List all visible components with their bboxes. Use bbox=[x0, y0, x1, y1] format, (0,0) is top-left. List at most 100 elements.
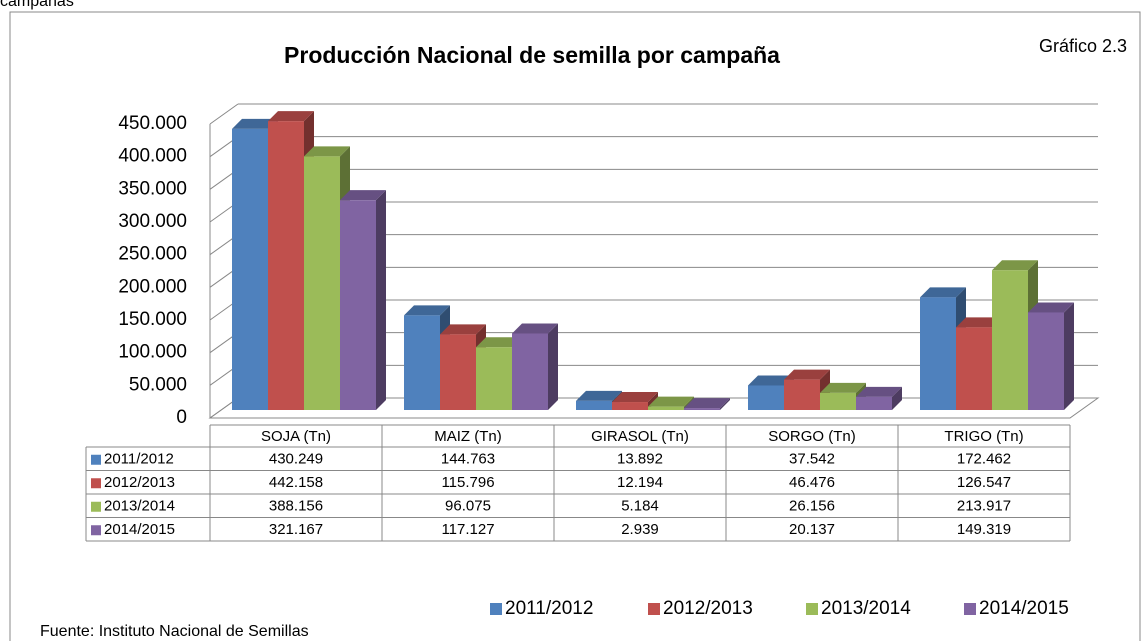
bar bbox=[232, 128, 268, 410]
grid-line-side bbox=[209, 103, 239, 125]
bar-top bbox=[820, 382, 866, 393]
table-legend-key bbox=[91, 478, 101, 489]
bar-top bbox=[268, 111, 314, 122]
bar-top bbox=[684, 398, 730, 409]
bar-top bbox=[404, 305, 450, 316]
bar-top bbox=[956, 317, 1002, 328]
bar-side bbox=[892, 386, 902, 410]
y-tick-label: 450.000 bbox=[118, 113, 187, 134]
legend-label: 2014/2015 bbox=[979, 598, 1069, 619]
table-cell: 321.167 bbox=[269, 521, 323, 538]
bar-top bbox=[648, 396, 694, 407]
table-header: GIRASOL (Tn) bbox=[591, 428, 689, 445]
legend-key bbox=[806, 603, 818, 615]
bar-top bbox=[856, 386, 902, 397]
table-cell: 144.763 bbox=[441, 451, 495, 468]
table-cell: 388.156 bbox=[269, 498, 323, 515]
y-tick-label: 250.000 bbox=[118, 244, 187, 265]
table-legend-key bbox=[91, 454, 101, 465]
bar-top bbox=[304, 146, 350, 157]
bar bbox=[684, 408, 720, 410]
table-cell: 96.075 bbox=[445, 498, 491, 515]
bar-top bbox=[992, 260, 1038, 271]
legend-key bbox=[490, 603, 502, 615]
legend-label: 2012/2013 bbox=[663, 598, 753, 619]
bar-top bbox=[440, 324, 486, 335]
table-cell: 442.158 bbox=[269, 474, 323, 491]
table-header: MAIZ (Tn) bbox=[434, 428, 502, 445]
table-cell: 117.127 bbox=[441, 521, 494, 538]
bar-top bbox=[1028, 302, 1074, 313]
legend-key bbox=[964, 603, 976, 615]
annotation: Gráfico 2.3 bbox=[1039, 36, 1127, 56]
table-header: SOJA (Tn) bbox=[261, 428, 331, 445]
source: Fuente: Instituto Nacional de Semillas bbox=[40, 623, 309, 640]
bar bbox=[476, 347, 512, 410]
table-row-label: 2013/2014 bbox=[104, 498, 175, 515]
chart-title: Producción Nacional de semilla por campa… bbox=[284, 42, 780, 68]
bar bbox=[920, 297, 956, 410]
bar bbox=[304, 156, 340, 410]
table-cell: 430.249 bbox=[269, 451, 323, 468]
bar bbox=[648, 406, 684, 410]
bar bbox=[1028, 312, 1064, 410]
table-cell: 26.156 bbox=[789, 498, 835, 515]
bar-top bbox=[512, 323, 558, 334]
y-tick-label: 350.000 bbox=[118, 178, 187, 199]
y-tick-label: 300.000 bbox=[118, 211, 187, 232]
bar bbox=[784, 379, 820, 410]
bar bbox=[340, 200, 376, 410]
legend-label: 2013/2014 bbox=[821, 598, 911, 619]
bar bbox=[956, 327, 992, 410]
bar-side bbox=[376, 190, 386, 410]
table-row-label: 2014/2015 bbox=[104, 521, 175, 538]
table-cell: 2.939 bbox=[621, 521, 659, 538]
table-cell: 12.194 bbox=[617, 474, 663, 491]
table-cell: 5.184 bbox=[621, 498, 659, 515]
table-cell: 20.137 bbox=[789, 521, 835, 538]
table-cell: 13.892 bbox=[617, 451, 663, 468]
bar bbox=[576, 400, 612, 410]
bar bbox=[856, 396, 892, 410]
bar-top bbox=[340, 190, 386, 201]
caption: campañas bbox=[0, 0, 74, 10]
y-tick-label: 200.000 bbox=[118, 276, 187, 297]
bar-top bbox=[476, 337, 522, 348]
bar-top bbox=[748, 375, 794, 386]
bar bbox=[820, 392, 856, 410]
y-tick-label: 100.000 bbox=[118, 342, 187, 363]
bar-top bbox=[784, 369, 830, 380]
table-row-label: 2012/2013 bbox=[104, 474, 175, 491]
table-cell: 149.319 bbox=[957, 521, 1011, 538]
y-tick-label: 50.000 bbox=[129, 374, 187, 395]
bar-top bbox=[232, 118, 278, 129]
bar-side bbox=[1064, 302, 1074, 410]
y-tick-label: 400.000 bbox=[118, 146, 187, 167]
bar bbox=[440, 334, 476, 410]
legend-key bbox=[648, 603, 660, 615]
table-cell: 172.462 bbox=[957, 451, 1011, 468]
y-tick-label: 150.000 bbox=[118, 309, 187, 330]
table-row-label: 2011/2012 bbox=[104, 451, 174, 468]
bar bbox=[512, 333, 548, 410]
table-cell: 37.542 bbox=[789, 451, 835, 468]
table-legend-key bbox=[91, 525, 101, 536]
bar-top bbox=[920, 287, 966, 298]
table-cell: 115.796 bbox=[441, 474, 494, 491]
y-tick-label: 0 bbox=[176, 407, 187, 428]
bar-side bbox=[720, 398, 730, 410]
bar bbox=[992, 270, 1028, 410]
table-cell: 46.476 bbox=[789, 474, 835, 491]
table-cell: 213.917 bbox=[957, 498, 1011, 515]
bar bbox=[612, 402, 648, 410]
bar-top bbox=[612, 392, 658, 403]
bar bbox=[748, 385, 784, 410]
table-legend-key bbox=[91, 501, 101, 512]
legend-label: 2011/2012 bbox=[505, 598, 593, 619]
table-header: TRIGO (Tn) bbox=[944, 428, 1023, 445]
bar-top bbox=[576, 390, 622, 401]
bar bbox=[404, 315, 440, 410]
bar bbox=[268, 121, 304, 410]
bar-side bbox=[548, 323, 558, 410]
